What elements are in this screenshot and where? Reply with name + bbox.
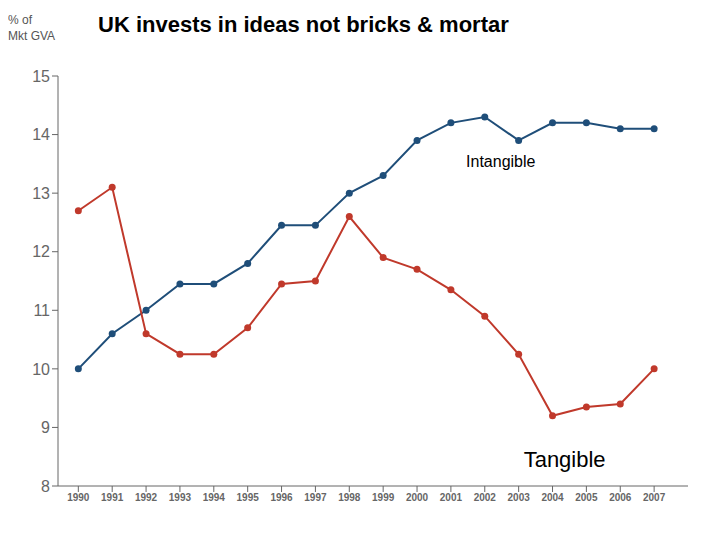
svg-text:9: 9 [41, 419, 50, 436]
svg-text:2001: 2001 [440, 492, 463, 503]
svg-text:1991: 1991 [101, 492, 124, 503]
svg-text:2004: 2004 [541, 492, 564, 503]
svg-text:8: 8 [41, 478, 50, 495]
svg-text:2003: 2003 [508, 492, 531, 503]
html-text:Mkt GVA: Mkt GVA [8, 29, 56, 43]
svg-text:2006: 2006 [609, 492, 632, 503]
svg-text:2005: 2005 [575, 492, 598, 503]
svg-text:13: 13 [32, 185, 50, 202]
svg-text:1996: 1996 [270, 492, 293, 503]
svg-text:1994: 1994 [203, 492, 226, 503]
svg-text:2002: 2002 [474, 492, 497, 503]
html-text:% of: % of [8, 13, 32, 27]
svg-text:1997: 1997 [304, 492, 327, 503]
svg-text:Intangible: Intangible [466, 153, 535, 170]
svg-text:10: 10 [32, 361, 50, 378]
svg-text:1998: 1998 [338, 492, 361, 503]
svg-text:1995: 1995 [237, 492, 260, 503]
html-text:UK invests in ideas not bricks: UK invests in ideas not bricks & mortar [98, 12, 509, 37]
svg-text:1993: 1993 [169, 492, 192, 503]
svg-text:1992: 1992 [135, 492, 158, 503]
svg-text:14: 14 [32, 126, 50, 143]
svg-text:15: 15 [32, 68, 50, 85]
svg-text:2000: 2000 [406, 492, 429, 503]
svg-text:12: 12 [32, 243, 50, 260]
svg-text:2007: 2007 [643, 492, 666, 503]
svg-text:Tangible: Tangible [524, 447, 606, 472]
svg-text:1999: 1999 [372, 492, 395, 503]
svg-text:11: 11 [33, 302, 50, 319]
svg-text:1990: 1990 [67, 492, 90, 503]
